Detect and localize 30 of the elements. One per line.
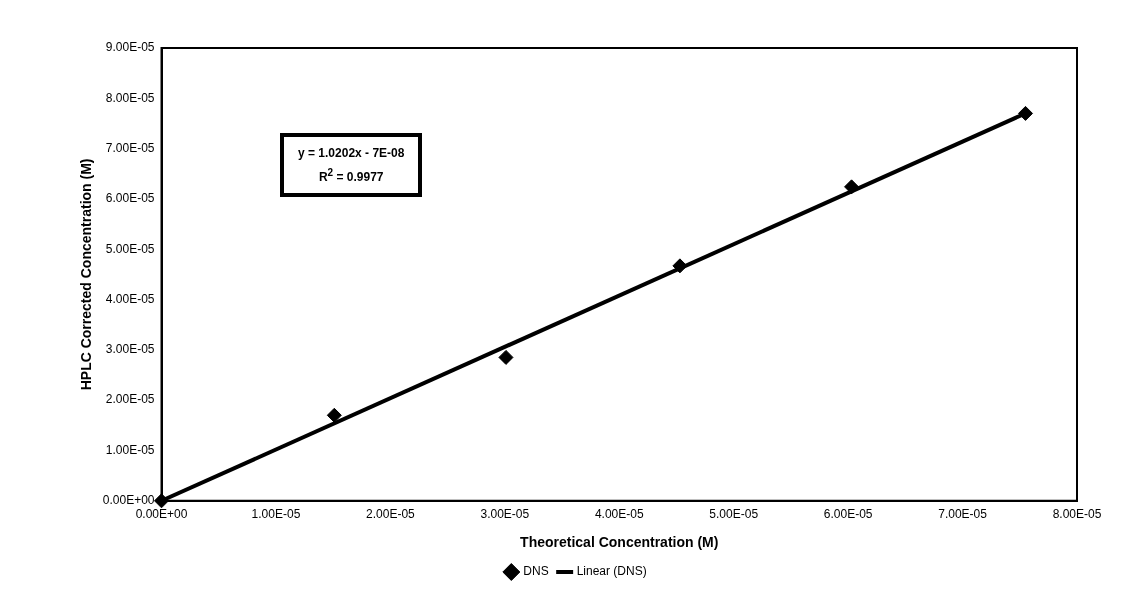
x-tick-label: 2.00E-05 bbox=[366, 507, 416, 522]
annotation: y = 1.0202x - 7E-08 bbox=[298, 145, 405, 162]
point bbox=[498, 349, 514, 365]
point bbox=[672, 258, 688, 274]
point bbox=[844, 179, 860, 195]
y-tick-label: 6.00E-05 bbox=[105, 191, 155, 206]
y-tick-label: 0.00E+00 bbox=[102, 493, 155, 508]
x-tick-label: 7.00E-05 bbox=[938, 507, 988, 522]
x-tick-label: 4.00E-05 bbox=[594, 507, 644, 522]
legend-label: Linear (DNS) bbox=[576, 564, 647, 579]
y-axis-title: HPLC Corrected Concentration (M) bbox=[78, 158, 95, 391]
y-tick-label: 3.00E-05 bbox=[105, 342, 155, 357]
y-tick-label: 9.00E-05 bbox=[105, 40, 155, 55]
annotation: R$^{2}$ = 0.9977 bbox=[317, 166, 385, 186]
x-axis-title: Theoretical Concentration (M) bbox=[520, 534, 719, 551]
point bbox=[326, 407, 342, 423]
y-tick-label: 4.00E-05 bbox=[105, 291, 155, 306]
y-tick-label: 1.00E-05 bbox=[105, 442, 155, 457]
y-tick-label: 7.00E-05 bbox=[105, 140, 155, 155]
point bbox=[1018, 105, 1033, 121]
x-tick-label: 8.00E-05 bbox=[1052, 507, 1102, 522]
y-tick-label: 5.00E-05 bbox=[105, 241, 155, 256]
x-tick-label: 3.00E-05 bbox=[480, 507, 530, 522]
x-tick-label: 0.00E+00 bbox=[135, 507, 188, 522]
x-tick-label: 6.00E-05 bbox=[823, 507, 873, 522]
legend-label: DNS bbox=[523, 564, 549, 579]
y-tick-label: 8.00E-05 bbox=[105, 90, 155, 105]
x-tick-label: 5.00E-05 bbox=[709, 507, 759, 522]
x-tick-label: 1.00E-05 bbox=[251, 507, 301, 522]
y-tick-label: 2.00E-05 bbox=[105, 392, 155, 407]
